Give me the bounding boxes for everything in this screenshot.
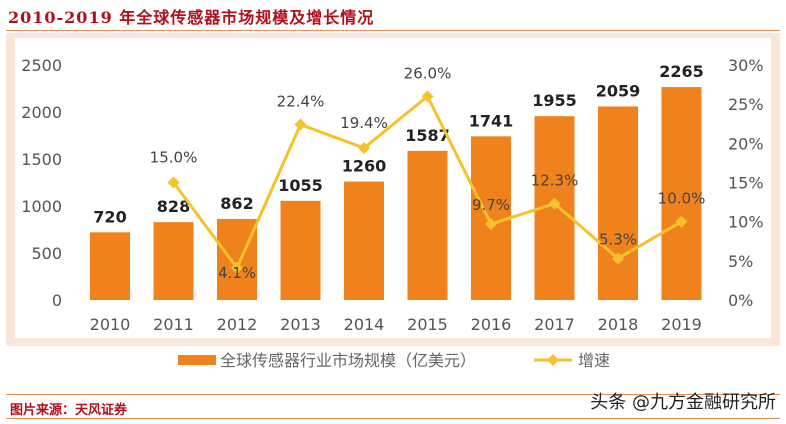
- x-tick: 2015: [407, 315, 448, 334]
- bar-label: 1741: [469, 111, 514, 130]
- growth-label: 22.4%: [277, 93, 325, 111]
- bar: [153, 222, 194, 300]
- growth-label: 5.3%: [599, 230, 637, 248]
- legend-bar-label: 全球传感器行业市场规模（亿美元）: [220, 351, 476, 370]
- x-tick: 2014: [344, 315, 385, 334]
- x-tick: 2018: [598, 315, 639, 334]
- growth-label: 26.0%: [404, 64, 452, 82]
- y-right-tick: 10%: [728, 213, 764, 232]
- chart-frame: [6, 33, 780, 346]
- growth-point: [421, 90, 434, 103]
- bar-label: 862: [220, 194, 253, 213]
- x-tick: 2016: [471, 315, 512, 334]
- x-tick: 2012: [217, 315, 258, 334]
- x-tick: 2019: [661, 315, 702, 334]
- watermark: 头条 @九方金融研究所: [590, 392, 776, 413]
- growth-point: [675, 215, 688, 228]
- growth-label: 19.4%: [340, 114, 388, 132]
- y-right-tick: 15%: [728, 174, 764, 193]
- bar: [217, 218, 257, 300]
- growth-point: [548, 197, 561, 210]
- y-right-tick: 20%: [728, 134, 764, 153]
- y-right-tick: 5%: [728, 252, 753, 271]
- bar: [661, 87, 702, 300]
- growth-label: 4.1%: [218, 264, 256, 282]
- bar-label: 1955: [532, 91, 577, 110]
- bar-label: 1260: [342, 157, 387, 176]
- x-tick: 2010: [90, 315, 131, 334]
- growth-point: [358, 142, 370, 155]
- y-right-tick: 30%: [728, 56, 764, 75]
- y-left-tick: 2000: [21, 103, 62, 122]
- growth-point: [294, 118, 307, 131]
- y-left-tick: 0: [52, 291, 62, 310]
- divider: [6, 418, 780, 419]
- bar-label: 2059: [596, 81, 641, 100]
- growth-label: 9.7%: [472, 196, 510, 214]
- y-left-tick: 1000: [21, 197, 62, 216]
- growth-label: 10.0%: [658, 190, 706, 208]
- source-text: 图片来源：天风证券: [10, 403, 128, 418]
- bar: [598, 106, 638, 300]
- growth-point: [612, 252, 624, 265]
- x-tick: 2013: [280, 315, 321, 334]
- x-tick: 2011: [153, 315, 194, 334]
- y-right-tick: 0%: [728, 291, 753, 310]
- divider: [6, 30, 780, 31]
- y-left-tick: 500: [31, 244, 62, 263]
- legend-line-marker: [547, 354, 559, 366]
- bar: [280, 200, 321, 300]
- bar-label: 2265: [659, 62, 704, 81]
- y-left-tick: 1500: [21, 150, 62, 169]
- growth-point: [485, 218, 497, 231]
- growth-label: 15.0%: [150, 149, 198, 167]
- growth-label: 12.3%: [531, 172, 579, 190]
- bar-label: 828: [157, 197, 190, 216]
- divider: [6, 394, 780, 395]
- x-tick: 2017: [534, 315, 575, 334]
- y-left-tick: 2500: [21, 56, 62, 75]
- bar-label: 1587: [405, 126, 450, 145]
- y-right-tick: 25%: [728, 95, 764, 114]
- growth-point: [167, 176, 180, 189]
- bar-label: 720: [93, 207, 126, 226]
- bar-label: 1055: [278, 176, 323, 195]
- chart-title: 2010-2019 年全球传感器市场规模及增长情况: [8, 8, 375, 27]
- bar: [90, 232, 130, 300]
- legend-line-label: 增速: [578, 351, 610, 370]
- bar: [344, 181, 384, 300]
- growth-point: [231, 261, 243, 274]
- bar: [407, 150, 448, 300]
- legend-bar-swatch: [178, 355, 216, 365]
